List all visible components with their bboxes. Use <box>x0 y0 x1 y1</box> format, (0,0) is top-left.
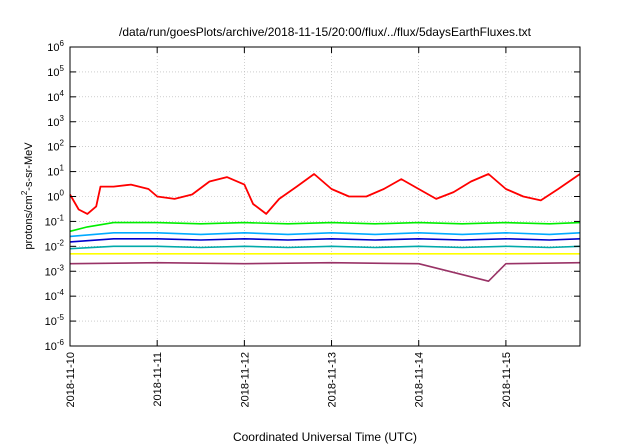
x-tick-label: 2018-11-11 <box>152 352 164 407</box>
series-line-0 <box>69 173 581 215</box>
chart-title: /data/run/goesPlots/archive/2018-11-15/2… <box>119 25 532 39</box>
x-axis-ticks: 2018-11-10 2018-11-11 2018-11-12 2018-11-13… <box>65 47 513 407</box>
y-tick-label: 105 <box>47 64 64 79</box>
y-axis-label: protons/cm2-s-sr-MeV <box>20 142 35 250</box>
y-tick-label: 106 <box>47 39 64 54</box>
y-tick-label: 10-4 <box>45 288 65 303</box>
series-line-4 <box>69 245 581 250</box>
y-tick-label: 10-6 <box>45 338 65 353</box>
y-tick-label: 104 <box>47 89 64 104</box>
series-line-6 <box>69 261 581 282</box>
y-axis-ticks: 10-6 10-5 10-4 10-3 10-2 10-1 100 101 102 103 104 1… <box>45 39 580 353</box>
y-tick-label: 101 <box>47 164 64 179</box>
x-tick-label: 2018-11-12 <box>239 352 251 407</box>
y-tick-label: 103 <box>47 114 64 129</box>
series-line-1 <box>69 221 581 233</box>
grid-lines <box>70 47 580 346</box>
series-line-2 <box>69 232 581 238</box>
x-tick-label: 2018-11-15 <box>501 352 513 407</box>
x-tick-label: 2018-11-13 <box>327 352 339 407</box>
y-tick-label: 10-2 <box>45 238 65 253</box>
x-tick-label: 2018-11-10 <box>65 352 77 407</box>
y-tick-label: 10-1 <box>45 213 65 228</box>
series-group <box>69 173 581 282</box>
series-line-3 <box>69 238 581 243</box>
y-tick-label: 10-3 <box>45 263 65 278</box>
y-tick-label: 102 <box>47 139 64 154</box>
x-axis-label: Coordinated Universal Time (UTC) <box>233 430 417 444</box>
x-tick-label: 2018-11-14 <box>414 352 426 407</box>
y-tick-label: 10-5 <box>45 313 65 328</box>
y-tick-label: 100 <box>47 189 64 204</box>
